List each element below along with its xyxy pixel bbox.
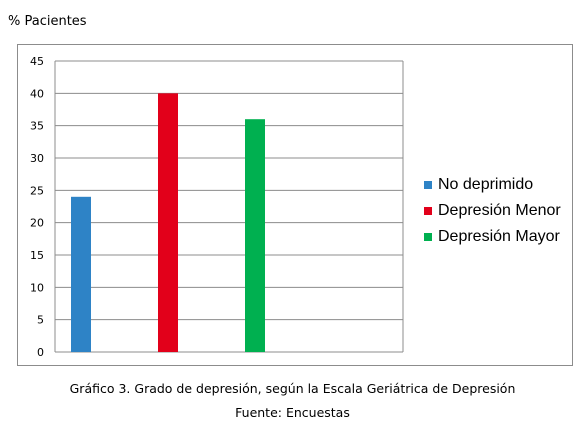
legend-swatch xyxy=(424,181,432,189)
y-tick-label: 25 xyxy=(30,184,44,197)
bar-2 xyxy=(158,93,178,352)
y-tick-label: 35 xyxy=(30,120,44,133)
legend: No deprimido Depresión Menor Depresión May… xyxy=(424,172,561,250)
y-tick-label: 5 xyxy=(37,314,44,327)
chart-source: Fuente: Encuestas xyxy=(235,405,350,420)
y-tick-labels: 0 5 10 15 20 25 30 35 40 45 xyxy=(30,55,44,359)
y-tick-label: 40 xyxy=(30,87,44,100)
gridlines xyxy=(54,60,404,353)
bar-1 xyxy=(71,196,91,352)
legend-label: Depresión Mayor xyxy=(438,228,560,245)
bars xyxy=(71,93,265,352)
legend-label: No deprimido xyxy=(438,176,534,193)
y-axis-label: % Pacientes xyxy=(8,14,87,29)
legend-item: No deprimido xyxy=(424,172,561,198)
y-tick-label: 30 xyxy=(30,152,44,165)
legend-swatch xyxy=(424,207,432,215)
legend-item: Depresión Mayor xyxy=(424,224,561,250)
y-tick-label: 15 xyxy=(30,249,44,262)
legend-label: Depresión Menor xyxy=(438,202,561,219)
chart-caption: Gráfico 3. Grado de depresión, según la … xyxy=(69,381,516,396)
y-tick-label: 45 xyxy=(30,55,44,68)
chart-frame xyxy=(17,44,573,366)
legend-item: Depresión Menor xyxy=(424,198,561,224)
y-tick-label: 0 xyxy=(37,346,44,359)
bar-3 xyxy=(245,119,265,352)
y-tick-label: 10 xyxy=(30,281,44,294)
legend-swatch xyxy=(424,233,432,241)
y-tick-label: 20 xyxy=(30,217,44,230)
